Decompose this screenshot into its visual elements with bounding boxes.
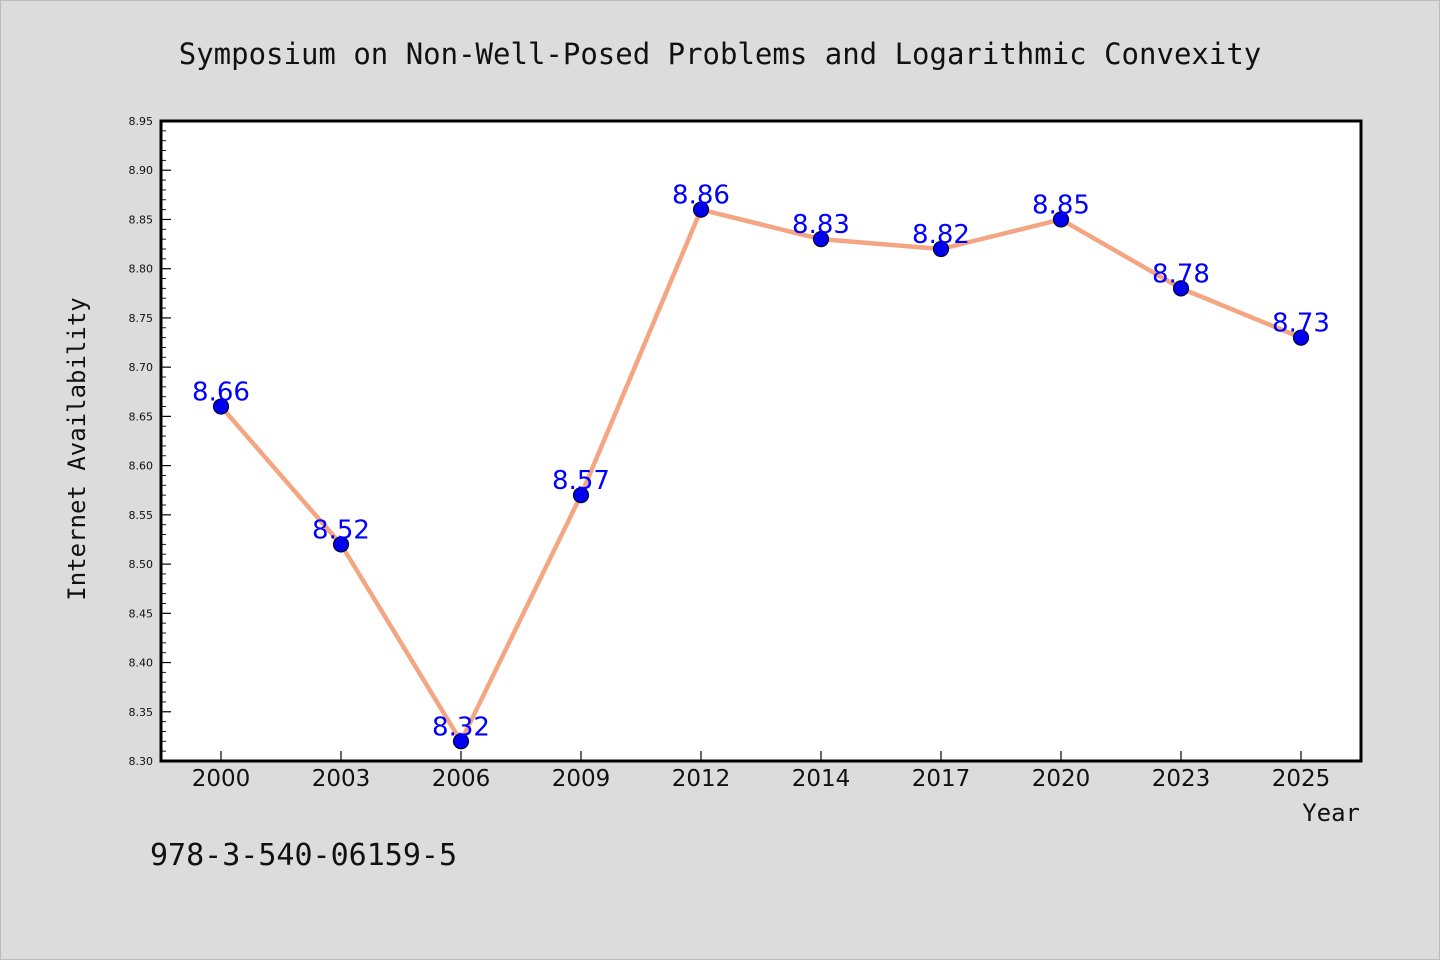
data-point (332, 536, 350, 553)
x-axis-label: Year (1302, 799, 1360, 827)
data-label: 8.82 (912, 220, 970, 250)
y-axis: 8.30 8.35 8.40 8.45 8.50 8.55 8.60 8.65 8.70 8.75… (129, 115, 171, 768)
plot-frame (159, 119, 1363, 763)
y-tick-label: 8.35 (129, 706, 154, 719)
y-tick-label: 8.60 (129, 460, 154, 473)
y-tick-label: 8.70 (129, 361, 154, 374)
data-point (572, 487, 590, 504)
y-tick-label: 8.90 (129, 164, 154, 177)
data-point (212, 398, 230, 415)
x-tick-label: 2020 (1032, 766, 1091, 792)
plot-area (161, 121, 1361, 761)
x-tick-label: 2000 (192, 766, 251, 792)
y-tick-label: 8.85 (129, 213, 154, 226)
x-axis: 2000 2003 2006 2009 2012 2014 2017 2020 2023 2025 (192, 751, 1331, 792)
x-tick-label: 2009 (552, 766, 611, 792)
data-point (1052, 211, 1070, 228)
data-point (1172, 280, 1190, 297)
y-tick-label: 8.30 (129, 755, 154, 768)
y-tick-label: 8.80 (129, 263, 154, 276)
x-tick-label: 2014 (792, 766, 851, 792)
y-tick-label: 8.95 (129, 115, 154, 128)
data-label: 8.73 (1272, 309, 1330, 339)
y-tick-label: 8.65 (129, 410, 154, 423)
x-tick-label: 2012 (672, 766, 731, 792)
data-label: 8.52 (312, 515, 370, 545)
chart-title: Symposium on Non-Well-Posed Problems and… (179, 37, 1262, 71)
data-point (452, 733, 470, 750)
y-tick-label: 8.75 (129, 312, 154, 325)
x-tick-label: 2006 (432, 766, 491, 792)
x-tick-label: 2003 (312, 766, 371, 792)
x-tick-label: 2023 (1152, 766, 1211, 792)
data-label: 8.66 (192, 378, 250, 408)
data-label: 8.83 (792, 210, 850, 240)
data-label: 8.86 (672, 181, 730, 211)
data-label: 8.32 (432, 712, 490, 742)
y-axis-label: Internet Availability (63, 297, 91, 600)
data-labels: 8.66 8.52 8.32 8.57 8.86 8.83 8.82 8.85 8.78 8.73 (192, 181, 1330, 743)
y-tick-label: 8.55 (129, 509, 154, 522)
data-point (812, 231, 830, 248)
y-tick-label: 8.40 (129, 657, 154, 670)
data-point (692, 201, 710, 218)
data-label: 8.78 (1152, 259, 1210, 289)
x-tick-label: 2025 (1272, 766, 1331, 792)
y-tick-label: 8.50 (129, 558, 154, 571)
data-label: 8.85 (1032, 190, 1090, 220)
series-line (218, 207, 1304, 744)
data-point (932, 240, 950, 258)
data-point (1292, 329, 1310, 346)
data-label: 8.57 (552, 466, 610, 496)
isbn-text: 978-3-540-06159-5 (150, 838, 457, 873)
y-tick-label: 8.45 (129, 607, 154, 620)
data-points (212, 201, 1310, 750)
x-tick-label: 2017 (912, 766, 971, 792)
